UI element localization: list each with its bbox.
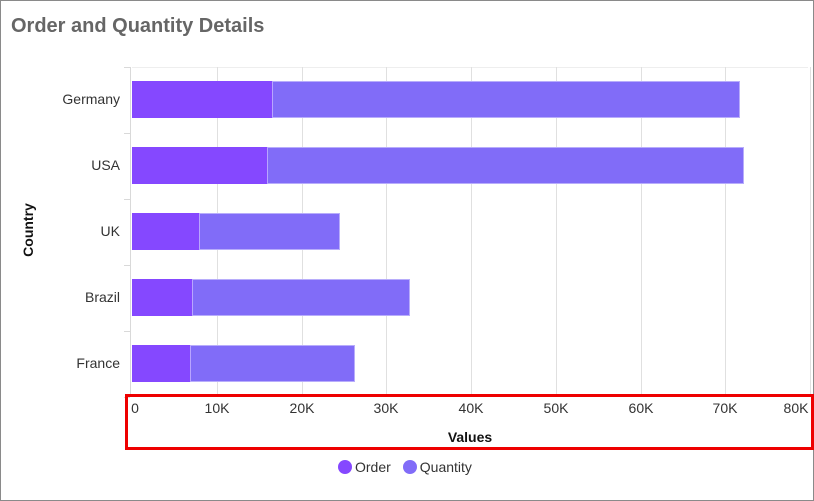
x-axis-highlight-box [125, 394, 814, 450]
bar-row-usa [132, 147, 744, 184]
grid-line-vertical [386, 67, 387, 397]
x-axis-labels: 0 10K 20K 30K 40K 50K 60K 70K 80K [0, 400, 814, 420]
order-bar[interactable] [132, 81, 273, 118]
x-axis-label: 50K [543, 400, 569, 416]
legend: Order Quantity [338, 459, 484, 475]
quantity-bar[interactable] [273, 81, 740, 118]
order-bar[interactable] [132, 147, 268, 184]
y-axis-line [130, 67, 131, 397]
y-axis-label: France [76, 355, 120, 371]
grid-line-vertical [556, 67, 557, 397]
y-axis-tick [124, 199, 130, 200]
quantity-legend-marker-icon [402, 460, 417, 474]
bar-row-uk [132, 213, 340, 250]
bar-row-germany [132, 81, 740, 118]
x-axis-title: Values [447, 429, 493, 445]
x-axis-label: 80K [783, 400, 809, 416]
y-axis-label: USA [91, 157, 120, 173]
quantity-bar[interactable] [268, 147, 744, 184]
x-axis-label: 30K [373, 400, 399, 416]
legend-label-quantity: Quantity [419, 459, 472, 475]
grid-line-vertical [725, 67, 726, 397]
bar-row-brazil [132, 279, 410, 316]
x-axis-label: 0 [131, 400, 139, 416]
y-axis-tick [124, 67, 130, 68]
y-axis-tick [124, 265, 130, 266]
order-legend-marker-icon [338, 460, 352, 474]
x-axis-label: 60K [628, 400, 654, 416]
order-bar[interactable] [132, 213, 200, 250]
legend-label-order: Order [355, 459, 391, 475]
x-axis-label: 20K [289, 400, 315, 416]
y-axis-title: Country [20, 203, 36, 257]
grid-line-vertical [641, 67, 642, 397]
legend-item-quantity[interactable]: Quantity [402, 459, 472, 475]
quantity-bar[interactable] [200, 213, 340, 250]
quantity-bar[interactable] [193, 279, 410, 316]
y-axis-tick [124, 133, 130, 134]
grid-line-vertical [471, 67, 472, 397]
y-axis-label: UK [100, 223, 120, 239]
x-axis-label: 10K [204, 400, 230, 416]
bar-row-france [132, 345, 355, 382]
chart-title: Order and Quantity Details [11, 15, 265, 37]
y-axis-label: Germany [62, 91, 120, 107]
y-axis-label: Brazil [84, 289, 120, 305]
y-axis-tick [124, 331, 130, 332]
order-bar[interactable] [132, 279, 193, 316]
x-axis-label: 40K [458, 400, 484, 416]
x-axis-label: 70K [712, 400, 738, 416]
order-bar[interactable] [132, 345, 191, 382]
quantity-bar[interactable] [191, 345, 355, 382]
grid-line-top [132, 67, 808, 68]
grid-line-vertical [810, 67, 811, 397]
legend-item-order[interactable]: Order [338, 459, 391, 475]
plot-area [132, 67, 811, 397]
